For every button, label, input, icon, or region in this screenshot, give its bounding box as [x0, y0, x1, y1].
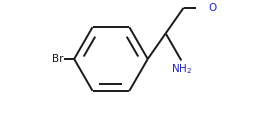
Text: NH$_2$: NH$_2$	[171, 63, 192, 76]
Text: Br: Br	[52, 54, 63, 64]
Text: O: O	[208, 3, 216, 13]
